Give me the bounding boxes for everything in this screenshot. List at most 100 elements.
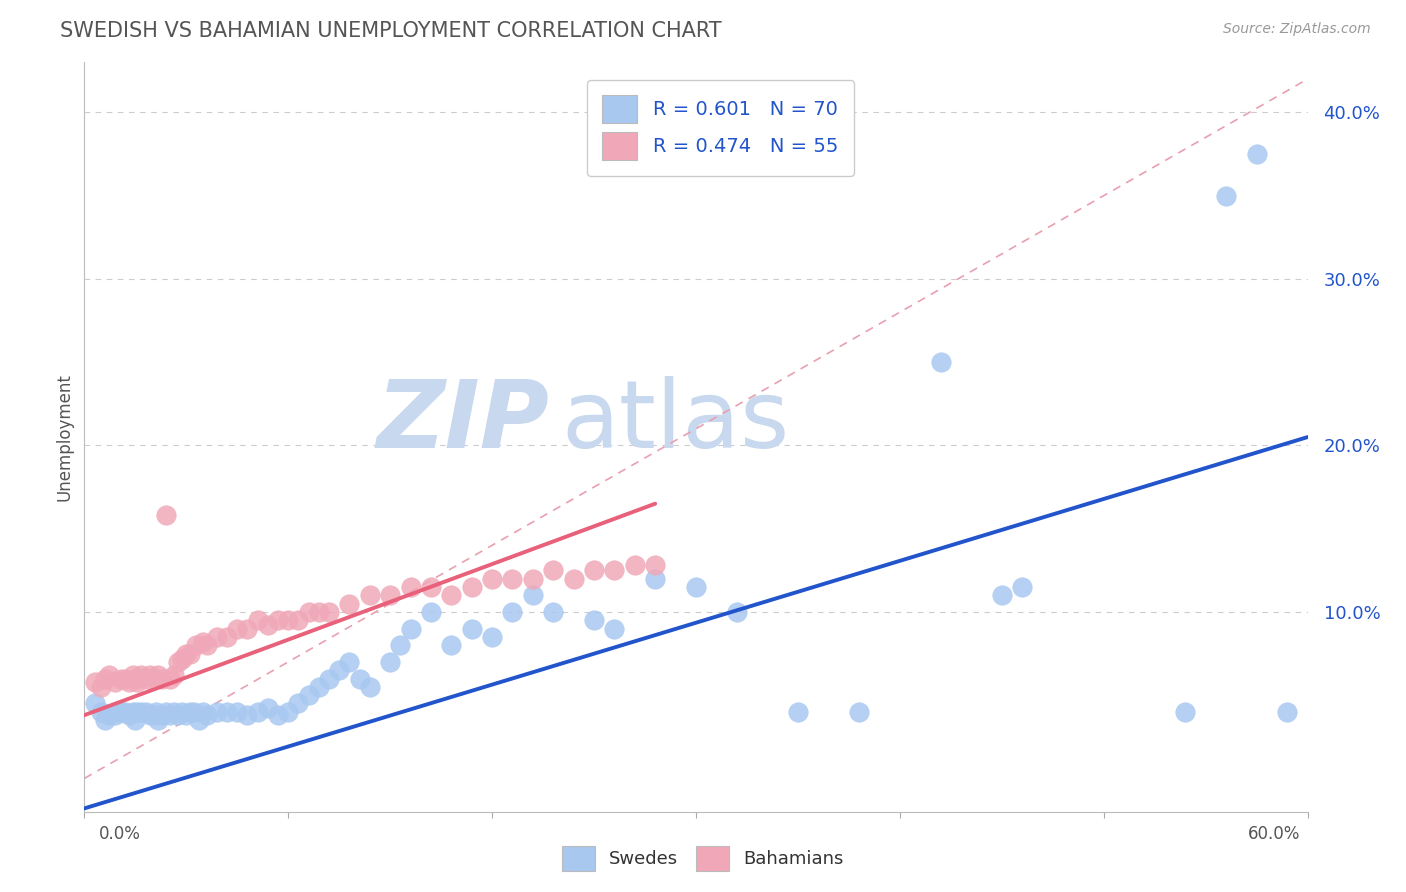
Point [135, 672, 157, 686]
Point [110, 672, 132, 686]
Point [287, 613, 309, 627]
Point [603, 622, 626, 636]
Point [236, 708, 259, 723]
Point [174, 647, 197, 661]
Point [287, 697, 309, 711]
Point [246, 705, 269, 719]
Point [725, 605, 748, 619]
Point [226, 622, 249, 636]
Point [339, 655, 361, 669]
Point [991, 588, 1014, 602]
Point [142, 708, 165, 723]
Point [159, 708, 181, 723]
Point [150, 672, 173, 686]
Point [217, 630, 239, 644]
Point [167, 708, 190, 723]
Point [118, 708, 141, 723]
Point [440, 588, 463, 602]
Point [127, 674, 149, 689]
Point [522, 588, 544, 602]
Point [145, 705, 167, 719]
Point [583, 563, 606, 577]
Point [298, 688, 321, 702]
Point [179, 705, 201, 719]
Point [174, 708, 197, 723]
Point [257, 701, 280, 715]
Legend: Swedes, Bahamians: Swedes, Bahamians [555, 838, 851, 879]
Point [624, 558, 647, 573]
Point [104, 705, 127, 719]
Point [124, 713, 146, 727]
Point [97, 708, 120, 723]
Point [205, 630, 228, 644]
Point [195, 638, 218, 652]
Point [90, 680, 112, 694]
Y-axis label: Unemployment: Unemployment [55, 373, 73, 501]
Point [172, 651, 194, 665]
Point [583, 613, 606, 627]
Point [104, 674, 127, 689]
Point [122, 668, 145, 682]
Point [97, 668, 120, 682]
Point [127, 705, 149, 719]
Point [328, 663, 350, 677]
Point [502, 572, 524, 586]
Point [929, 355, 952, 369]
Point [349, 672, 371, 686]
Point [236, 622, 259, 636]
Point [543, 563, 565, 577]
Point [186, 638, 208, 652]
Point [142, 672, 165, 686]
Point [179, 647, 201, 661]
Point [308, 680, 330, 694]
Text: 0.0%: 0.0% [98, 825, 141, 843]
Point [191, 705, 214, 719]
Point [562, 572, 585, 586]
Point [114, 672, 136, 686]
Point [308, 605, 330, 619]
Point [131, 668, 153, 682]
Text: Source: ZipAtlas.com: Source: ZipAtlas.com [1223, 22, 1371, 37]
Point [399, 622, 422, 636]
Point [163, 705, 186, 719]
Point [522, 572, 544, 586]
Text: ZIP: ZIP [377, 376, 550, 468]
Point [1011, 580, 1033, 594]
Point [1246, 147, 1268, 161]
Point [277, 613, 299, 627]
Point [644, 558, 666, 573]
Legend: R = 0.601   N = 70, R = 0.474   N = 55: R = 0.601 N = 70, R = 0.474 N = 55 [586, 79, 853, 176]
Point [191, 635, 214, 649]
Point [359, 588, 381, 602]
Point [603, 563, 626, 577]
Point [110, 705, 132, 719]
Point [1215, 188, 1237, 202]
Point [481, 630, 503, 644]
Point [318, 605, 340, 619]
Point [318, 672, 340, 686]
Point [787, 705, 810, 719]
Point [187, 713, 209, 727]
Point [359, 680, 381, 694]
Point [183, 705, 205, 719]
Point [167, 655, 190, 669]
Point [83, 674, 105, 689]
Point [420, 580, 443, 594]
Point [138, 708, 160, 723]
Point [155, 508, 177, 523]
Point [461, 622, 484, 636]
Point [267, 708, 290, 723]
Point [543, 605, 565, 619]
Point [195, 708, 218, 723]
Point [502, 605, 524, 619]
Point [205, 705, 228, 719]
Point [1174, 705, 1197, 719]
Point [380, 588, 402, 602]
Point [440, 638, 463, 652]
Point [131, 705, 153, 719]
Text: SWEDISH VS BAHAMIAN UNEMPLOYMENT CORRELATION CHART: SWEDISH VS BAHAMIAN UNEMPLOYMENT CORRELA… [60, 21, 721, 41]
Point [267, 613, 290, 627]
Point [155, 705, 177, 719]
Point [277, 705, 299, 719]
Point [399, 580, 422, 594]
